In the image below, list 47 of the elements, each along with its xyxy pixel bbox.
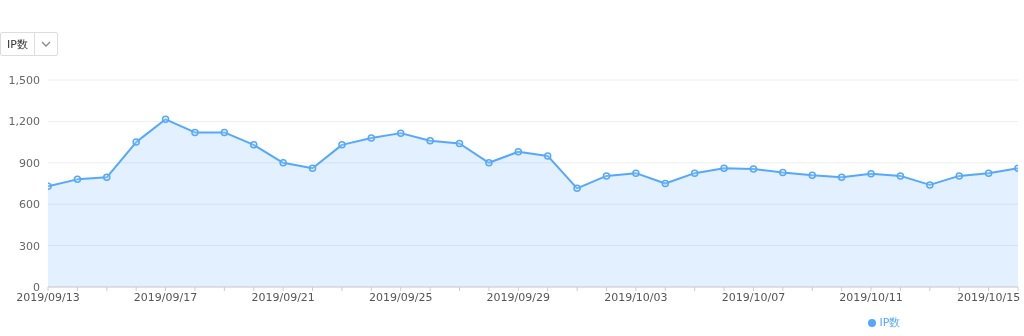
x-tick-label: 2019/10/15 (956, 290, 1021, 304)
point (926, 181, 934, 189)
point (367, 134, 376, 142)
point (308, 164, 317, 173)
y-tick-label: 1,500 (8, 73, 40, 87)
point (720, 164, 728, 173)
point (690, 169, 699, 177)
point (191, 128, 199, 137)
point (426, 136, 434, 145)
text: IP数 (6, 36, 29, 52)
y-tick-label: 600 (19, 198, 40, 212)
point (837, 173, 846, 182)
point (896, 172, 905, 180)
point (573, 184, 581, 193)
x-tick-label: 2019/10/07 (721, 290, 786, 304)
point (250, 141, 258, 149)
point (984, 169, 993, 177)
point (543, 152, 552, 160)
x-tick-label: 2019/09/25 (369, 290, 433, 304)
point (867, 170, 875, 178)
point (749, 165, 758, 173)
point (779, 168, 787, 177)
point (514, 148, 523, 156)
point (103, 173, 111, 182)
point (279, 159, 287, 167)
point (455, 139, 464, 148)
x-tick-label: 2019/10/03 (604, 290, 668, 304)
y-tick-label: 300 (19, 239, 40, 253)
point (955, 172, 963, 180)
point (132, 138, 140, 146)
point (338, 141, 346, 149)
x-tick-label: 2019/09/17 (133, 290, 198, 304)
point (632, 169, 640, 177)
x-tick-label: 2019/09/29 (486, 290, 551, 304)
x-tick-label: 2019/10/11 (839, 290, 903, 304)
y-tick-label: 1,200 (8, 115, 40, 129)
point (602, 172, 611, 180)
y-tick-label: 900 (19, 156, 40, 170)
point (73, 175, 82, 184)
x-tick-label: 2019/09/21 (251, 290, 315, 304)
point (661, 179, 670, 188)
point (396, 129, 405, 137)
point (485, 159, 493, 167)
point (161, 115, 170, 124)
point (220, 128, 229, 137)
legend-label: IP数 (879, 316, 901, 329)
point (808, 171, 816, 179)
